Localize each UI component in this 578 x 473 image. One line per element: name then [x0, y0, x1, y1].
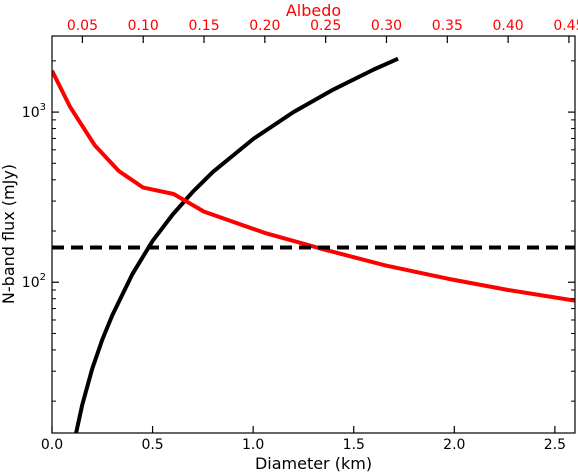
x-tick-label: 0.5: [141, 437, 163, 453]
top-tick-label: 0.35: [432, 18, 463, 34]
ticks-layer: 0.0 0.5 1.0 1.5 2.0 2.5 0.05 0.10 0.15 0.20 0.25 0.…: [22, 18, 578, 453]
top-tick-label: 0.25: [310, 18, 341, 34]
y-tick-label: 102: [22, 272, 46, 291]
x-tick-label: 2.5: [544, 437, 566, 453]
series-line-2: [52, 69, 575, 303]
top-tick-label: 0.30: [371, 18, 402, 34]
series-line-1: [74, 56, 399, 433]
x-tick-label: 1.0: [242, 437, 264, 453]
top-axis-title: Albedo: [286, 1, 341, 20]
y-tick-label: 103: [22, 102, 46, 121]
top-tick-label: 0.15: [188, 18, 219, 34]
y-axis-title: N-band flux (mJy): [0, 164, 18, 304]
top-tick-label: 0.40: [493, 18, 524, 34]
top-tick-label: 0.10: [128, 18, 159, 34]
series-layer: [52, 56, 575, 433]
top-tick-label: 0.05: [67, 18, 98, 34]
x-tick-label: 1.5: [343, 437, 365, 453]
top-tick-label: 0.20: [249, 18, 280, 34]
plot-frame: [51, 35, 576, 434]
x-tick-label: 2.0: [443, 437, 465, 453]
top-tick-label: 0.45: [553, 18, 578, 34]
x-axis-title: Diameter (km): [255, 454, 372, 473]
x-tick-label: 0.0: [41, 437, 63, 453]
